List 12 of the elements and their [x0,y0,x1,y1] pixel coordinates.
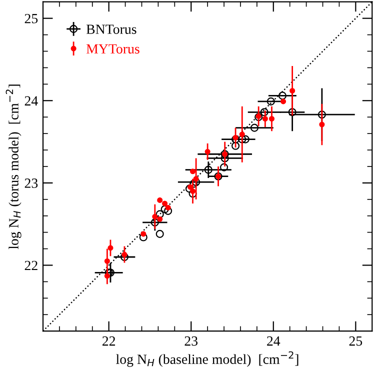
legend-label: MYTorus [86,44,140,54]
x-tick-label: 22 [102,336,116,346]
legend-label: BNTorus [86,24,136,34]
x-tick-label: 23 [184,336,198,346]
y-tick-label: 24 [24,96,38,106]
x-tick-label: 25 [349,336,362,346]
y-tick-label: 25 [24,14,38,24]
y-tick-label: 22 [24,260,38,270]
x-axis-title: log N$_{H}$ (baseline model) [cm$^{−2}$] [116,351,298,367]
y-tick-label: 23 [24,178,38,188]
y-axis-title: log N$_{H}$ (torus model) [cm$^{−2}$] [6,84,22,250]
x-tick-label: 24 [267,336,280,346]
